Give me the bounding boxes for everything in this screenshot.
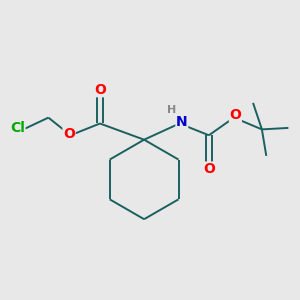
Text: O: O	[94, 82, 106, 97]
Text: O: O	[203, 162, 215, 176]
Text: O: O	[230, 108, 241, 122]
Text: H: H	[167, 105, 176, 115]
Text: Cl: Cl	[10, 121, 25, 135]
Text: N: N	[176, 115, 188, 129]
Text: O: O	[63, 127, 75, 141]
